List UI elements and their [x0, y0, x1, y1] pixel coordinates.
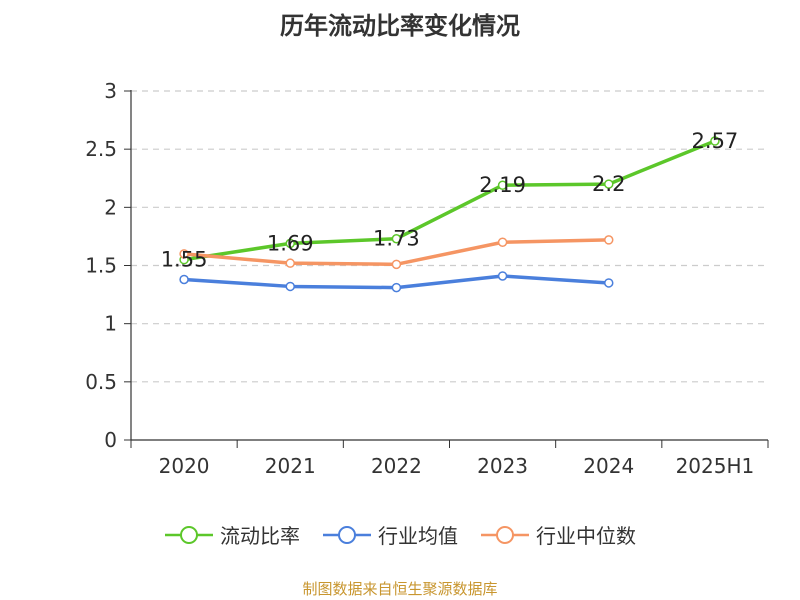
x-tick-label: 2023	[477, 454, 528, 478]
y-tick-label: 1	[104, 312, 117, 336]
data-point	[285, 281, 295, 292]
source-note: 制图数据来自恒生聚源数据库	[302, 580, 498, 598]
data-label: 2.2	[592, 172, 625, 196]
x-tick-label: 2024	[583, 454, 634, 478]
data-label: 1.73	[373, 227, 420, 251]
legend-item-current-ratio[interactable]: 流动比率	[164, 520, 300, 549]
y-tick-label: 0	[104, 428, 117, 452]
data-point	[179, 249, 189, 259]
series-line	[183, 139, 716, 262]
data-point	[391, 233, 402, 244]
y-tick-label: 2	[104, 195, 117, 219]
legend-line-circle-icon	[323, 525, 371, 544]
legend-line-circle-icon	[481, 525, 529, 544]
data-point	[604, 235, 614, 245]
data-point	[497, 271, 508, 281]
y-tick-label: 2.5	[85, 137, 117, 161]
data-point	[604, 278, 614, 288]
legend-line-circle-icon	[165, 525, 213, 544]
data-point	[604, 179, 614, 189]
data-label: 1.55	[161, 248, 208, 272]
data-point	[497, 237, 508, 247]
data-point	[179, 274, 189, 285]
data-labels: 1.55 1.69 1.73 2.19 2.2 2.57	[161, 129, 739, 272]
axes: 0 0.5 1 1.5 2 2.5 3 2020 2021 2022 2023 2024 2025H1	[85, 79, 769, 478]
data-point	[285, 238, 295, 249]
y-tick-label: 0.5	[85, 370, 117, 394]
data-point	[391, 282, 402, 293]
legend: 流动比率 行业均值 行业中位数	[0, 520, 800, 549]
y-tick-label: 3	[104, 79, 117, 103]
data-point	[391, 259, 402, 270]
legend-label: 流动比率	[220, 524, 300, 548]
legend-label: 行业均值	[378, 524, 458, 548]
series-lines	[179, 136, 720, 293]
x-tick-label: 2022	[371, 454, 422, 478]
data-label: 2.19	[479, 173, 526, 197]
legend-item-industry-median[interactable]: 行业中位数	[480, 520, 636, 549]
data-point	[497, 180, 508, 190]
data-label: 2.57	[692, 129, 739, 153]
x-tick-label: 2020	[159, 454, 210, 478]
grid-lines	[131, 90, 768, 383]
chart-title: 历年流动比率变化情况	[280, 12, 520, 40]
legend-label: 行业中位数	[536, 524, 636, 548]
x-tick-label: 2025H1	[676, 454, 755, 478]
y-tick-label: 1.5	[85, 254, 117, 278]
data-point	[710, 136, 720, 146]
legend-item-industry-mean[interactable]: 行业均值	[322, 520, 458, 549]
data-point	[285, 258, 295, 268]
x-tick-label: 2021	[265, 454, 316, 478]
data-label: 1.69	[267, 231, 314, 255]
